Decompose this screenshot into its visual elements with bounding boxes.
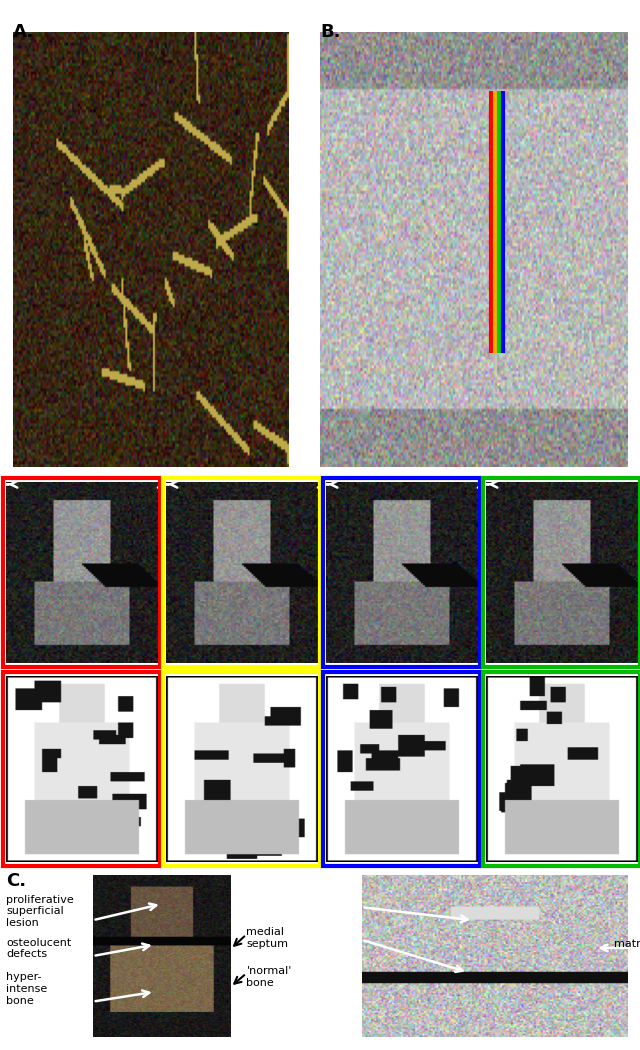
Text: A.: A. <box>13 23 34 41</box>
Text: proliferative
superficial
lesion: proliferative superficial lesion <box>6 895 74 928</box>
Text: C.: C. <box>6 872 26 889</box>
Text: 'normal'
bone: 'normal' bone <box>246 966 292 988</box>
Text: medial
septum: medial septum <box>246 927 289 949</box>
Text: osteolucent
defects: osteolucent defects <box>6 938 72 960</box>
Text: hyper-
intense
bone: hyper- intense bone <box>6 972 47 1006</box>
Text: B.: B. <box>320 23 340 41</box>
Text: matrix: matrix <box>614 939 640 949</box>
